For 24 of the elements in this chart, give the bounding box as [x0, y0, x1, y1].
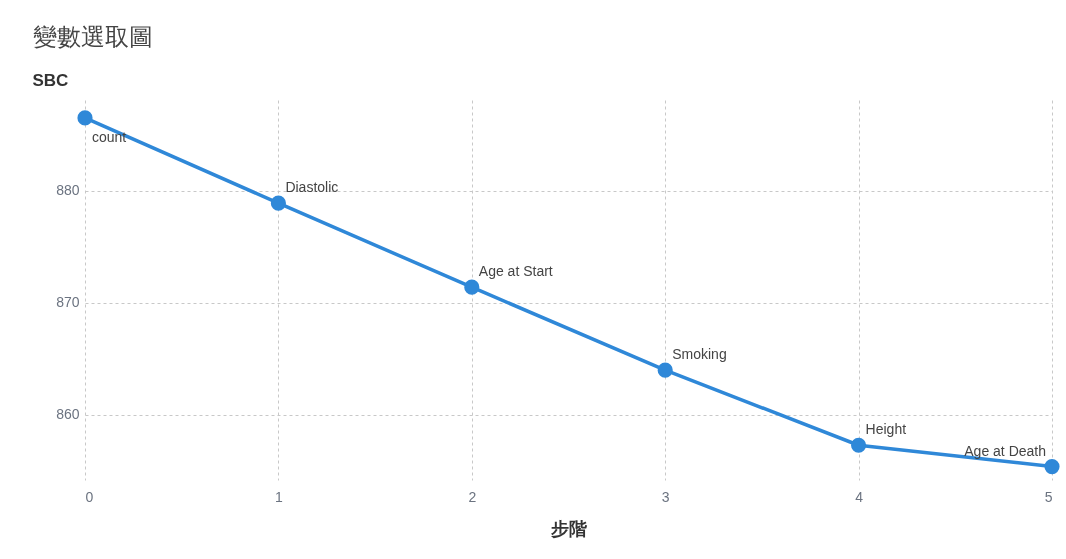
annotation: Age at Start [478, 263, 553, 280]
point [657, 362, 673, 378]
point [851, 437, 867, 453]
x-tick-label: 2 [468, 488, 477, 505]
annotation: Smoking [672, 346, 727, 363]
chart-title: 變數選取圖 [33, 23, 153, 50]
point [464, 279, 480, 295]
x-tick-label: 3 [661, 488, 670, 505]
annotation: Diastolic [285, 179, 339, 196]
y-tick-label: 870 [56, 294, 80, 311]
y-axis-title: SBC [32, 70, 69, 90]
x-axis-title: 步階 [550, 518, 588, 539]
point [270, 195, 286, 211]
x-tick-label: 5 [1044, 488, 1053, 505]
x-tick-label: 0 [85, 488, 94, 505]
x-tick-label: 1 [275, 488, 283, 505]
annotation: Height [865, 421, 907, 438]
x-tick-label: 4 [855, 488, 864, 505]
point [77, 110, 93, 126]
y-tick-label: 880 [56, 182, 80, 199]
annotation: count [92, 128, 127, 145]
annotation: Age at Death [964, 442, 1046, 459]
point [1044, 458, 1060, 475]
y-tick-label: 860 [56, 406, 80, 423]
